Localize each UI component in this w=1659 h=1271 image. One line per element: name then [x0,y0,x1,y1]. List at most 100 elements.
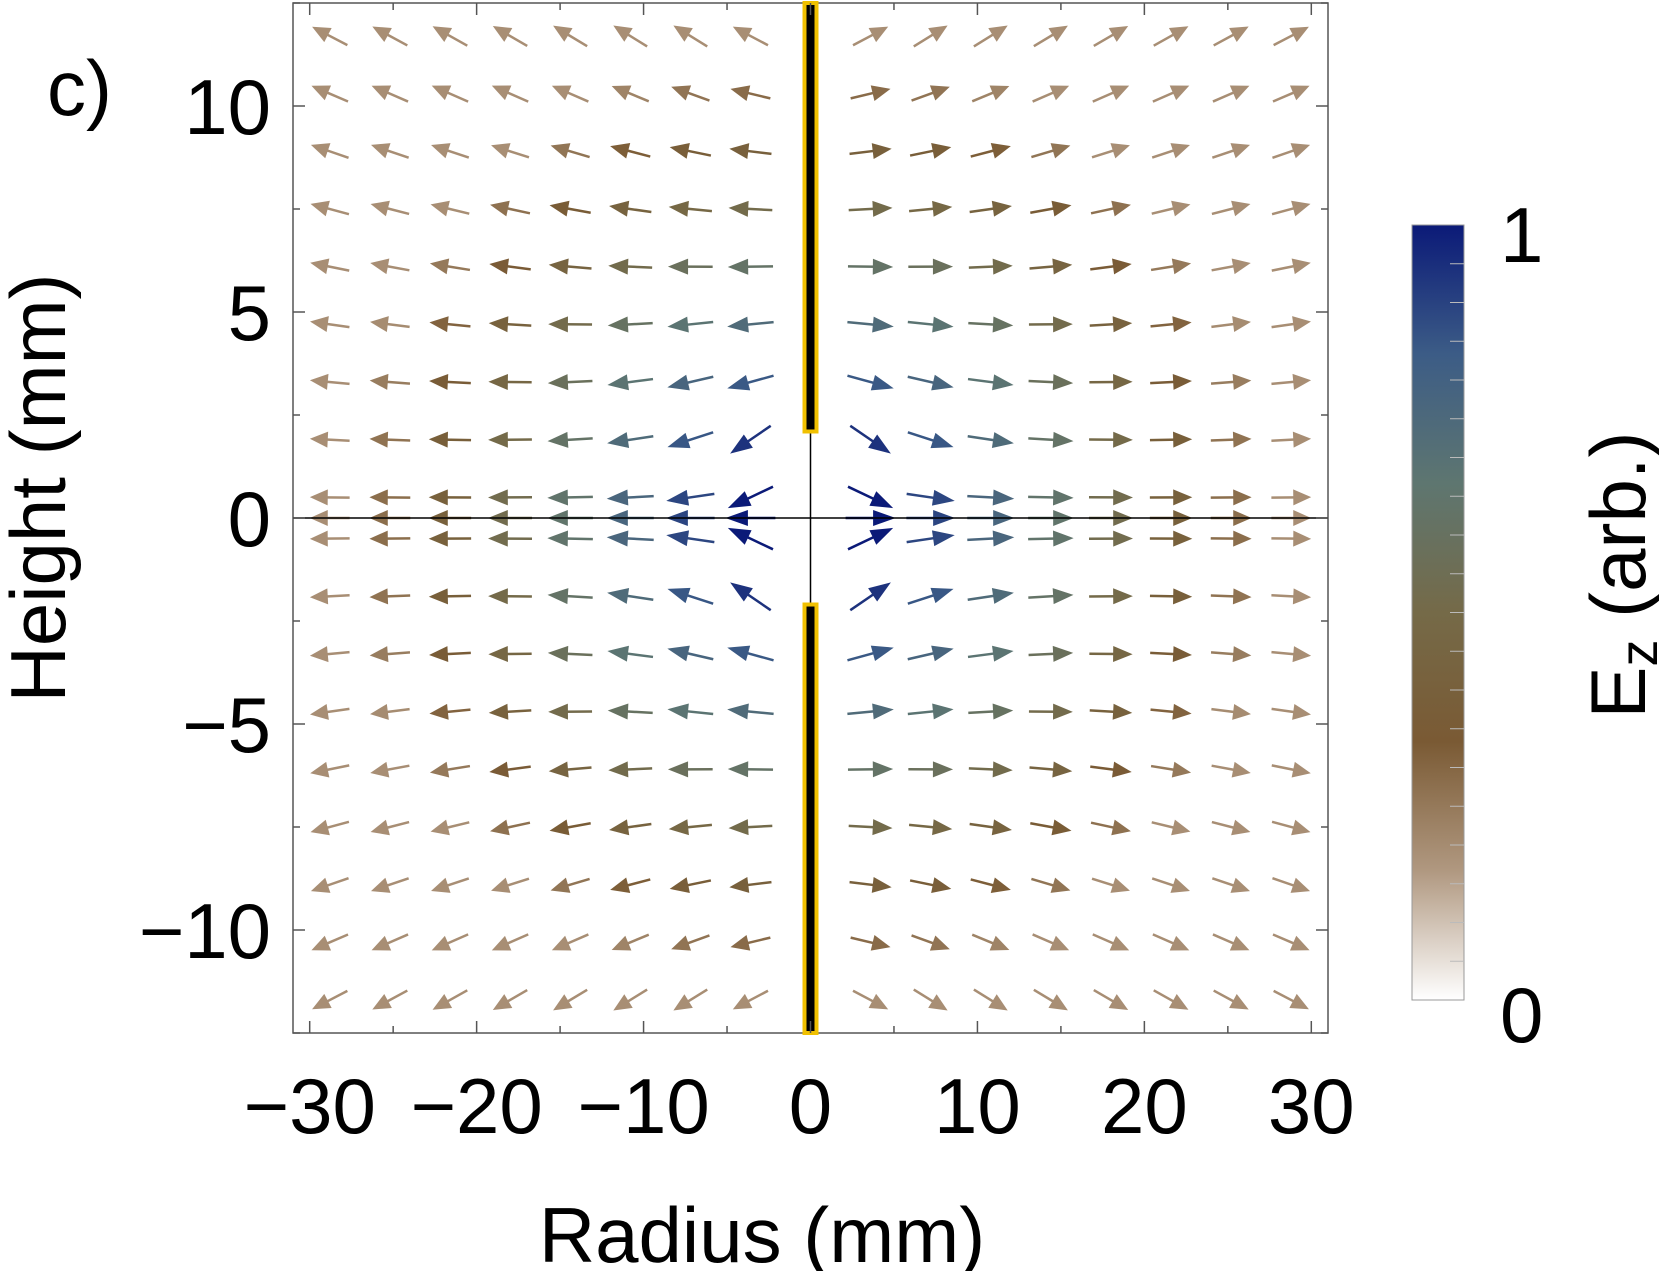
arrow-head [1051,819,1072,836]
arrow-shaft [1272,877,1298,888]
arrow-shaft [1273,32,1298,47]
arrow-head [1171,258,1192,275]
field-arrow [967,530,1015,547]
arrow-head [732,26,753,43]
field-arrow [973,988,1008,1011]
arrow-shaft [323,206,350,216]
field-arrow [727,527,774,551]
arrow-shaft [849,149,878,156]
arrow-shaft [323,148,349,159]
arrow-shaft [1150,264,1178,272]
field-arrow [488,703,532,720]
arrow-shaft [623,206,652,214]
arrow-head [613,25,633,42]
arrow-head [667,316,689,333]
arrow-head [429,373,449,390]
arrow-head [611,85,632,101]
arrow-head [872,258,894,275]
arrow-shaft [1149,594,1178,598]
arrow-head [1112,316,1133,333]
arrow-shaft [1153,31,1177,47]
field-arrow [371,85,409,103]
arrow-head [1232,431,1252,448]
field-arrow [967,645,1014,662]
arrow-shaft [503,148,530,159]
arrow-head [1108,994,1129,1011]
arrow-shaft [1028,495,1058,499]
arrow-head [309,489,328,506]
field-arrow [913,988,948,1011]
field-arrow [1153,989,1189,1010]
arrow-shaft [383,764,410,772]
arrow-head [1052,645,1074,662]
arrow-head [992,316,1014,333]
arrow-head [730,582,753,602]
field-arrow [1210,646,1252,663]
arrow-shaft [383,877,410,888]
arrow-head [1231,819,1251,836]
arrow-head [491,935,512,951]
arrow-shaft [383,322,410,329]
field-arrow [1149,530,1193,547]
field-arrow [547,431,593,448]
arrow-shaft [1029,264,1058,270]
arrow-head [988,994,1008,1011]
arrow-head [488,431,508,448]
arrow-head [549,819,570,836]
arrow-head [931,877,952,893]
arrow-shaft [623,536,654,542]
field-arrow [847,527,894,551]
field-arrow [548,703,593,720]
field-arrow [547,489,593,506]
field-arrow [847,316,894,333]
x-tick-label: 20 [1101,1062,1188,1150]
arrow-head [1173,431,1193,448]
field-arrow [310,877,349,893]
arrow-shaft [967,494,998,500]
arrow-shaft [684,31,708,48]
arrow-shaft [1033,988,1057,1005]
arrow-head [727,316,749,333]
arrow-head [488,316,509,333]
colorbar-ticks [1450,263,1464,962]
arrow-shaft [1032,933,1057,946]
arrow-shaft [743,824,773,829]
arrow-head [370,143,391,159]
arrow-head [1050,143,1071,159]
arrow-shaft [907,431,938,444]
x-tick-label: −10 [577,1062,709,1150]
field-arrow [491,143,530,159]
arrow-head [1232,588,1252,605]
arrow-head [727,527,752,545]
x-axis-title: Radius (mm) [539,1191,985,1271]
arrow-head [551,85,572,101]
field-arrow [613,25,648,48]
field-arrow [667,587,714,605]
arrow-head [429,761,450,778]
x-tick-label: 0 [789,1062,832,1150]
field-arrow [1028,316,1073,333]
arrow-shaft [624,988,648,1005]
arrow-head [1229,993,1249,1010]
colorbar-max-label: 1 [1500,191,1543,279]
arrow-shaft [383,380,411,385]
arrow-head [1052,431,1074,448]
arrow-head [372,26,392,43]
arrow-head [1291,258,1311,275]
field-arrow [1271,489,1312,506]
field-arrow [1093,25,1129,48]
arrow-head [932,819,953,836]
arrow-head [1052,489,1074,506]
arrow-head [1113,431,1133,448]
field-arrow [429,258,471,275]
arrow-head [547,645,569,662]
field-arrow [607,432,654,448]
arrow-shaft [323,380,350,386]
arrow-head [929,935,950,951]
arrow-shaft [503,877,530,888]
arrow-shaft [623,494,654,500]
arrow-head [868,582,891,602]
field-arrow [310,761,350,778]
field-arrow [547,588,593,605]
